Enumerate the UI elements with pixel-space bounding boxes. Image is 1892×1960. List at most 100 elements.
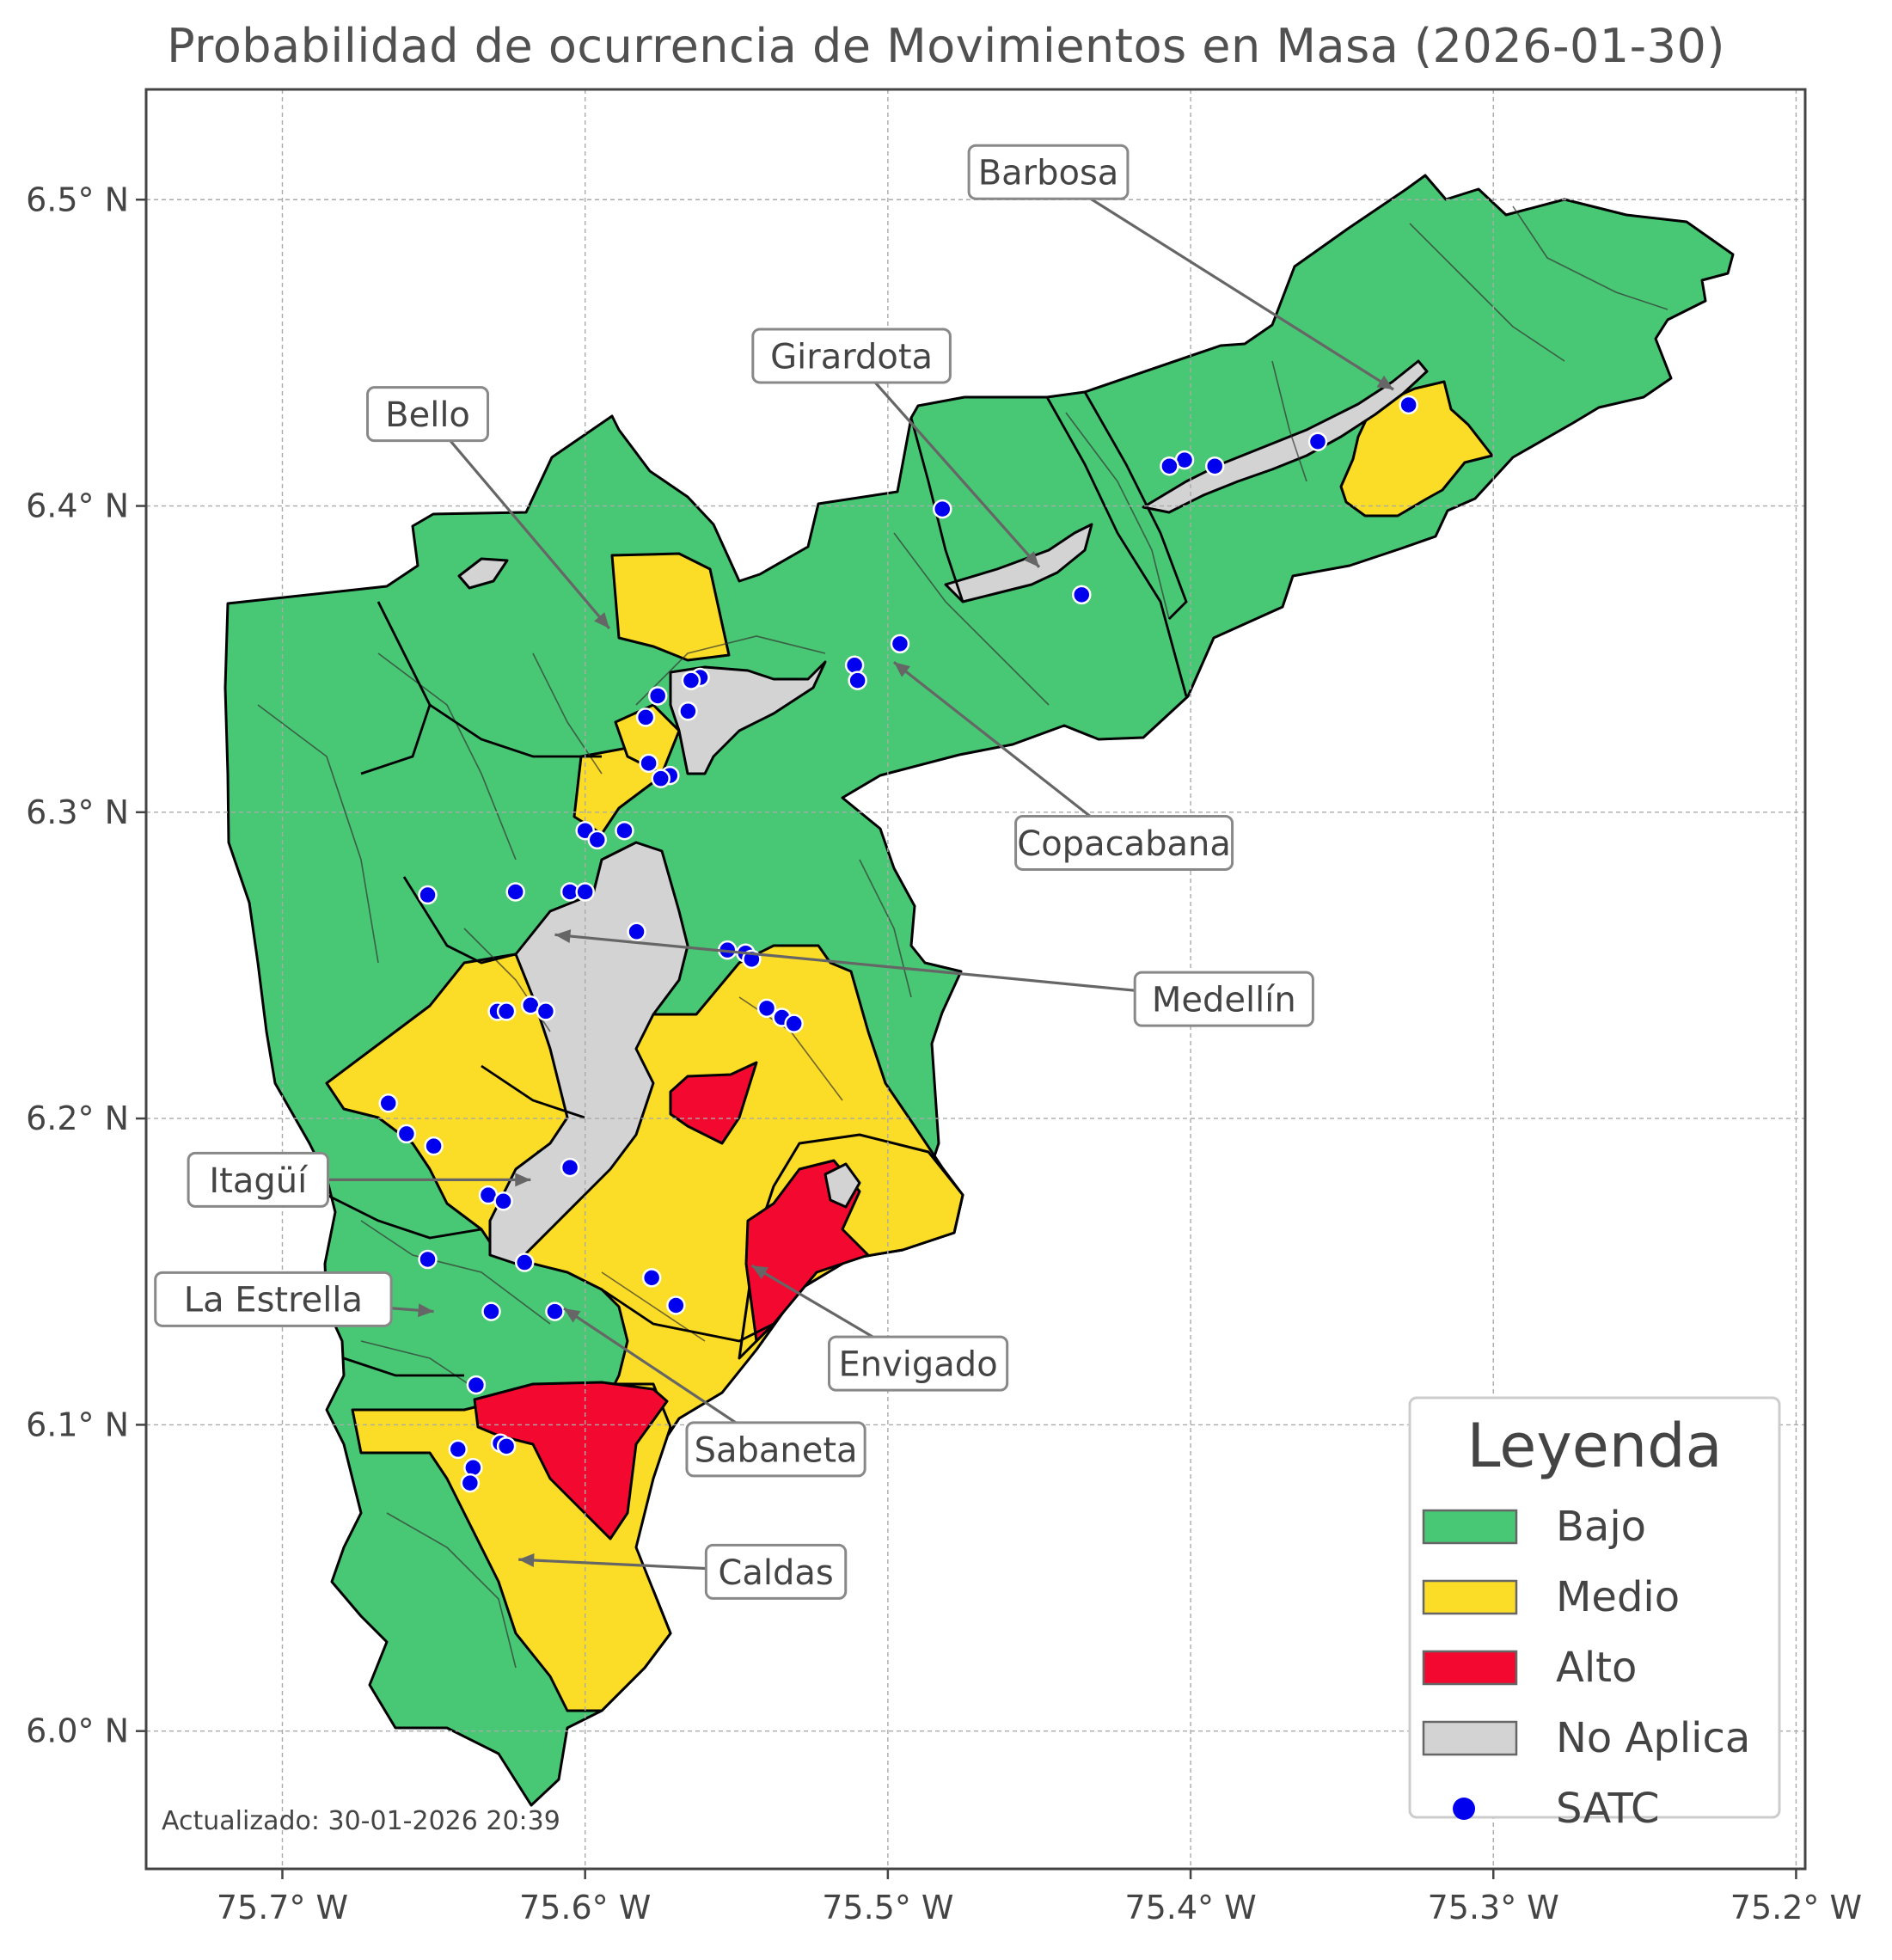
satc-station-marker[interactable] (635, 707, 656, 727)
y-tick-label: 6.1° N (26, 1406, 129, 1443)
satc-station-marker[interactable] (560, 1157, 580, 1178)
annotation-label: Copacabana (1017, 824, 1231, 864)
legend-box (1408, 1396, 1781, 1819)
satc-station-marker[interactable] (756, 998, 777, 1019)
satc-station-marker[interactable] (378, 1093, 399, 1113)
legend-swatch (1422, 1650, 1518, 1686)
annotation-sabaneta: Sabaneta (563, 1307, 866, 1478)
satc-station-marker[interactable] (848, 671, 867, 690)
annotation-arrow (1047, 170, 1394, 391)
x-tick-label: 75.6° W (519, 1889, 651, 1926)
annotation-medell-n: Medellín (554, 929, 1314, 1027)
satc-station-marker[interactable] (493, 1191, 513, 1211)
annotation-copacabana: Copacabana (892, 660, 1234, 871)
satc-station-marker[interactable] (1399, 395, 1418, 415)
satc-station-marker[interactable] (647, 686, 668, 706)
satc-station-marker[interactable] (496, 1436, 517, 1456)
y-tick-label: 6.0° N (26, 1712, 129, 1750)
satc-station-marker[interactable] (615, 820, 634, 841)
annotation-arrowhead (564, 1308, 581, 1323)
satc-station-marker[interactable] (496, 1001, 517, 1021)
satc-station-marker[interactable] (424, 1136, 444, 1156)
satc-station-marker[interactable] (678, 701, 698, 721)
satc-station-marker[interactable] (1072, 585, 1092, 605)
satc-station-marker[interactable] (1307, 432, 1328, 451)
annotation-caldas: Caldas (518, 1543, 848, 1600)
satc-station-marker[interactable] (448, 1439, 468, 1460)
annotation-arrow (554, 933, 1224, 1001)
y-tick-label: 6.4° N (26, 487, 129, 525)
satc-station-marker[interactable] (666, 1295, 686, 1315)
satc-station-marker[interactable] (466, 1375, 487, 1395)
annotation-label: Itagüí (209, 1161, 309, 1201)
legend-item-bajo: Bajo (1422, 1503, 1646, 1551)
y-tick-label: 6.2° N (26, 1099, 129, 1137)
annotation-label-box (967, 144, 1130, 200)
x-tick-label: 75.7° W (217, 1889, 348, 1926)
annotation-label: Medellín (1152, 981, 1296, 1020)
satc-station-marker[interactable] (418, 1249, 438, 1270)
page-title: Probabilidad de ocurrencia de Movimiento… (167, 19, 1725, 73)
satc-station-marker[interactable] (784, 1014, 804, 1033)
satc-station-marker[interactable] (933, 499, 952, 519)
satc-station-marker[interactable] (844, 655, 865, 676)
legend-label: Medio (1556, 1573, 1680, 1621)
legend-item-no-aplica: No Aplica (1422, 1714, 1750, 1762)
annotation-arrowhead (518, 1553, 535, 1568)
x-tick-label: 75.3° W (1428, 1889, 1559, 1926)
satc-station-marker[interactable] (639, 753, 658, 774)
legend-item-medio: Medio (1422, 1573, 1680, 1621)
annotation-label-box (685, 1421, 866, 1478)
annotation-arrowhead (751, 1265, 768, 1280)
satc-station-marker[interactable] (396, 1124, 417, 1144)
annotation-bello: Bello (366, 386, 611, 630)
satc-station-marker[interactable] (514, 1253, 535, 1272)
satc-station-marker[interactable] (1160, 456, 1179, 476)
satc-station-marker[interactable] (641, 1268, 662, 1288)
satc-station-marker[interactable] (890, 634, 910, 654)
annotation-itag-: Itagüí (187, 1151, 531, 1208)
legend-swatch (1422, 1720, 1518, 1756)
satc-station-marker[interactable] (463, 1458, 483, 1478)
footer-timestamp: Actualizado: 30-01-2026 20:39 (162, 1806, 560, 1836)
satc-station-marker[interactable] (681, 671, 701, 690)
legend-label: Bajo (1556, 1503, 1646, 1551)
annotation-girardota: Girardota (751, 328, 1041, 568)
legend-title: Leyenda (1466, 1411, 1722, 1481)
annotation-label-box (366, 386, 490, 443)
y-tick-label: 6.3° N (26, 793, 129, 831)
legend-label: No Aplica (1556, 1714, 1750, 1762)
region-no-aplica-envigado (824, 1162, 861, 1209)
satc-stations (378, 395, 1418, 1493)
annotation-label: La Estrella (184, 1281, 363, 1320)
annotation-label-box (154, 1271, 393, 1327)
satc-station-marker[interactable] (1204, 456, 1225, 476)
annotation-label-box (187, 1151, 330, 1208)
annotation-arrowhead (418, 1303, 434, 1318)
x-tick-label: 75.4° W (1124, 1889, 1256, 1926)
satc-station-marker[interactable] (481, 1302, 501, 1321)
satc-station-marker[interactable] (536, 1001, 556, 1021)
legend-swatch (1422, 1579, 1518, 1615)
satc-station-marker[interactable] (651, 769, 670, 788)
satc-station-marker[interactable] (587, 830, 608, 850)
satc-station-marker[interactable] (545, 1302, 565, 1321)
satc-station-marker[interactable] (575, 882, 595, 902)
x-tick-label: 75.2° W (1730, 1889, 1862, 1926)
legend-swatch (1453, 1798, 1475, 1820)
municipality-annotations: Barbosa Girardota Bello Copacabana Medellín I… (154, 144, 1394, 1600)
y-tick-label: 6.5° N (26, 181, 129, 218)
municipality-boundaries (326, 391, 1188, 1377)
satc-station-marker[interactable] (627, 922, 646, 942)
annotation-arrowhead (1376, 375, 1394, 390)
satc-station-marker[interactable] (418, 885, 438, 905)
legend-item-alto: Alto (1422, 1644, 1637, 1692)
annotation-arrowhead (893, 662, 911, 677)
satc-station-marker[interactable] (460, 1473, 481, 1493)
annotation-envigado: Envigado (750, 1264, 1009, 1392)
satc-station-marker[interactable] (505, 882, 525, 902)
legend-label: SATC (1556, 1785, 1660, 1833)
annotation-label: Caldas (718, 1553, 833, 1593)
region-medio-north-bello (610, 552, 731, 662)
